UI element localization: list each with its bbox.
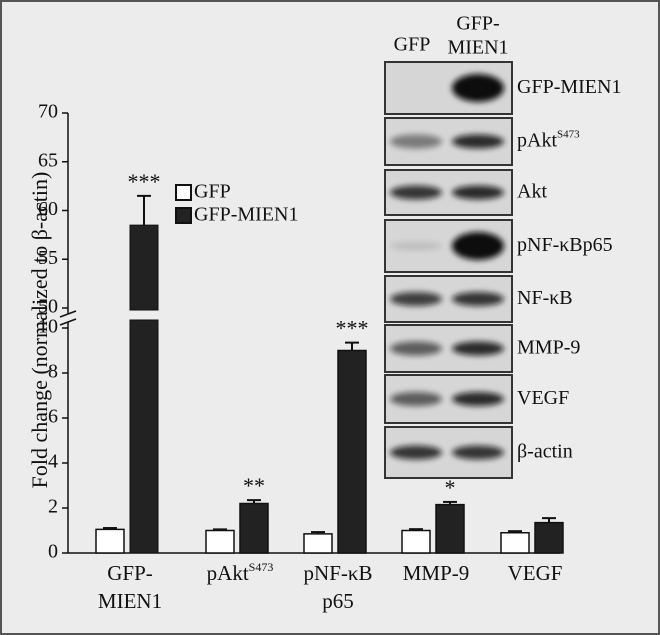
x-tick-label: pAktS473 xyxy=(207,560,274,585)
y-tick-label: 50 xyxy=(38,296,58,318)
blot-band xyxy=(452,392,504,406)
blot-band xyxy=(452,445,504,460)
bar xyxy=(239,502,269,554)
x-tick-label-part: pAkt xyxy=(207,561,249,585)
blot-row-label-part: pNF-κBp65 xyxy=(517,234,613,256)
blot-band xyxy=(452,292,504,306)
blot-band xyxy=(390,445,442,460)
blot-row-label-part: NF-κB xyxy=(517,287,573,309)
y-tick-label: 6 xyxy=(48,406,58,428)
blot-row-label-part: GFP-MIEN1 xyxy=(517,76,621,98)
y-tick-label: 0 xyxy=(48,541,58,563)
bar xyxy=(129,224,159,311)
blot-column-label: MIEN1 xyxy=(447,37,508,59)
blot-band xyxy=(390,134,442,149)
blot-row-label-part: pAkt xyxy=(517,129,557,151)
axis-break xyxy=(59,318,77,326)
y-tick-label: 4 xyxy=(48,451,58,473)
blot-band xyxy=(452,341,504,356)
blot-row-label-part: β-actin xyxy=(517,440,573,462)
blot-row-label-part: MMP-9 xyxy=(517,336,580,358)
bar xyxy=(337,349,367,554)
significance-label: *** xyxy=(336,316,369,341)
bar xyxy=(129,319,159,554)
blot-row-label: pNF-κBp65 xyxy=(517,234,613,256)
blot-band xyxy=(452,185,504,200)
bar xyxy=(401,529,431,554)
blot-row-label: Akt xyxy=(517,180,547,202)
legend-label: GFP xyxy=(194,181,231,203)
bar xyxy=(500,532,530,554)
legend-label: GFP-MIEN1 xyxy=(194,204,298,226)
y-tick-label: 10 xyxy=(38,316,58,338)
blot-row-label: pAktS473 xyxy=(517,128,580,151)
blot-column-label: GFP- xyxy=(456,13,499,35)
significance-label: * xyxy=(445,475,456,500)
blot-band xyxy=(390,292,442,306)
y-tick-label: 70 xyxy=(38,101,58,123)
blot-row-label: GFP-MIEN1 xyxy=(517,76,621,98)
blot-row-label-part: VEGF xyxy=(517,387,569,409)
y-tick-label: 65 xyxy=(38,149,58,171)
x-tick-label: MMP-9 xyxy=(403,561,470,585)
blot-band xyxy=(390,185,442,200)
legend-swatch xyxy=(175,207,192,224)
blot-column-label: GFP xyxy=(394,34,431,56)
blot-row-label: NF-κB xyxy=(517,287,573,309)
blot-row-label-part: Akt xyxy=(517,180,547,202)
blot-band xyxy=(452,232,504,260)
bar xyxy=(303,533,333,554)
y-tick-label: 2 xyxy=(48,496,58,518)
blot-band xyxy=(390,341,442,356)
significance-label: *** xyxy=(128,169,161,194)
x-tick-label: VEGF xyxy=(508,561,563,585)
bar xyxy=(534,521,564,554)
blot-band xyxy=(390,242,442,250)
blot-row-label: MMP-9 xyxy=(517,336,580,358)
x-tick-label: GFP- xyxy=(107,561,153,585)
y-tick-label: 8 xyxy=(48,361,58,383)
y-tick-label: 60 xyxy=(38,198,58,220)
blot-row-label: VEGF xyxy=(517,387,569,409)
blot-band xyxy=(452,134,504,149)
x-tick-label-sup: S473 xyxy=(249,560,274,574)
axis-break xyxy=(59,310,77,318)
x-tick-label: pNF-κB xyxy=(304,561,373,585)
significance-label: ** xyxy=(243,473,265,498)
bar xyxy=(95,528,125,554)
blot-band xyxy=(452,74,504,102)
legend-swatch xyxy=(175,184,192,201)
x-tick-label: MIEN1 xyxy=(98,589,162,613)
x-tick-label: p65 xyxy=(322,589,354,613)
blot-row-label: β-actin xyxy=(517,440,573,462)
blot-row-label-sup: S473 xyxy=(557,128,580,140)
y-axis-label: Fold change (normalized to β-actin) xyxy=(27,172,52,489)
y-tick-label: 55 xyxy=(38,247,58,269)
bar xyxy=(435,503,465,554)
blot-band xyxy=(390,392,442,406)
bar xyxy=(205,529,235,554)
